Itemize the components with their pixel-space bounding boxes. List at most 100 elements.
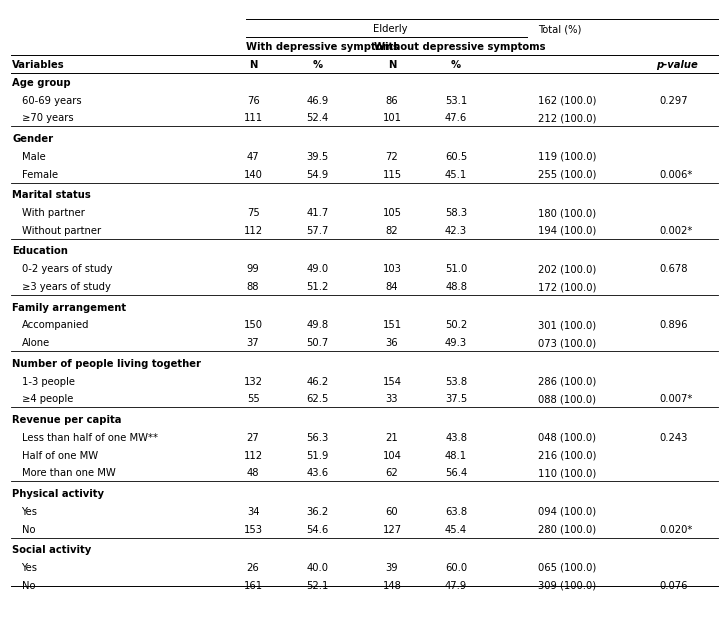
Text: 36.2: 36.2 [306, 507, 329, 517]
Text: 162 (100.0): 162 (100.0) [538, 96, 596, 106]
Text: 62: 62 [385, 468, 398, 478]
Text: 140: 140 [244, 170, 262, 180]
Text: 62.5: 62.5 [306, 394, 329, 404]
Text: 37: 37 [246, 338, 260, 348]
Text: %: % [312, 60, 322, 70]
Text: 72: 72 [385, 152, 398, 162]
Text: Social activity: Social activity [12, 545, 92, 555]
Text: Total (%): Total (%) [538, 24, 582, 35]
Text: 073 (100.0): 073 (100.0) [538, 338, 596, 348]
Text: 127: 127 [382, 524, 401, 534]
Text: 53.8: 53.8 [445, 376, 467, 387]
Text: 43.8: 43.8 [445, 433, 467, 443]
Text: 065 (100.0): 065 (100.0) [538, 563, 596, 573]
Text: 49.3: 49.3 [445, 338, 467, 348]
Text: Age group: Age group [12, 78, 71, 88]
Text: 48: 48 [247, 468, 260, 478]
Text: 0.076: 0.076 [659, 581, 688, 591]
Text: Marital status: Marital status [12, 190, 91, 200]
Text: 0.678: 0.678 [659, 264, 688, 274]
Text: 41.7: 41.7 [306, 208, 329, 218]
Text: 104: 104 [382, 450, 401, 461]
Text: 21: 21 [385, 433, 398, 443]
Text: Revenue per capita: Revenue per capita [12, 415, 121, 425]
Text: 47.9: 47.9 [445, 581, 467, 591]
Text: 56.4: 56.4 [445, 468, 467, 478]
Text: 50.7: 50.7 [306, 338, 329, 348]
Text: With depressive symptoms: With depressive symptoms [246, 42, 399, 52]
Text: 154: 154 [382, 376, 401, 387]
Text: No: No [22, 581, 35, 591]
Text: Without partner: Without partner [22, 226, 100, 236]
Text: 194 (100.0): 194 (100.0) [538, 226, 596, 236]
Text: 60: 60 [386, 507, 398, 517]
Text: No: No [22, 524, 35, 534]
Text: p-value: p-value [656, 60, 697, 70]
Text: 0.297: 0.297 [659, 96, 688, 106]
Text: 105: 105 [382, 208, 401, 218]
Text: ≥70 years: ≥70 years [22, 114, 73, 123]
Text: Yes: Yes [22, 563, 38, 573]
Text: ≥4 people: ≥4 people [22, 394, 73, 404]
Text: 52.1: 52.1 [306, 581, 329, 591]
Text: 47.6: 47.6 [445, 114, 467, 123]
Text: 0.007*: 0.007* [659, 394, 693, 404]
Text: 75: 75 [246, 208, 260, 218]
Text: 115: 115 [382, 170, 401, 180]
Text: 153: 153 [244, 524, 262, 534]
Text: 53.1: 53.1 [445, 96, 467, 106]
Text: 54.6: 54.6 [306, 524, 329, 534]
Text: 51.0: 51.0 [445, 264, 467, 274]
Text: 301 (100.0): 301 (100.0) [538, 320, 596, 330]
Text: Family arrangement: Family arrangement [12, 302, 126, 313]
Text: 55: 55 [246, 394, 260, 404]
Text: Less than half of one MW**: Less than half of one MW** [22, 433, 158, 443]
Text: %: % [451, 60, 461, 70]
Text: 309 (100.0): 309 (100.0) [538, 581, 596, 591]
Text: 280 (100.0): 280 (100.0) [538, 524, 596, 534]
Text: 0.243: 0.243 [659, 433, 688, 443]
Text: 088 (100.0): 088 (100.0) [538, 394, 596, 404]
Text: 255 (100.0): 255 (100.0) [538, 170, 596, 180]
Text: 39.5: 39.5 [306, 152, 329, 162]
Text: 51.9: 51.9 [306, 450, 329, 461]
Text: 1-3 people: 1-3 people [22, 376, 75, 387]
Text: 60-69 years: 60-69 years [22, 96, 81, 106]
Text: 48.8: 48.8 [445, 282, 467, 292]
Text: 286 (100.0): 286 (100.0) [538, 376, 596, 387]
Text: 42.3: 42.3 [445, 226, 467, 236]
Text: 63.8: 63.8 [445, 507, 467, 517]
Text: 54.9: 54.9 [306, 170, 329, 180]
Text: 216 (100.0): 216 (100.0) [538, 450, 596, 461]
Text: Alone: Alone [22, 338, 49, 348]
Text: 88: 88 [247, 282, 260, 292]
Text: ≥3 years of study: ≥3 years of study [22, 282, 111, 292]
Text: 119 (100.0): 119 (100.0) [538, 152, 596, 162]
Text: 0.002*: 0.002* [659, 226, 693, 236]
Text: 60.0: 60.0 [445, 563, 467, 573]
Text: 43.6: 43.6 [306, 468, 329, 478]
Text: 49.0: 49.0 [306, 264, 329, 274]
Text: 172 (100.0): 172 (100.0) [538, 282, 596, 292]
Text: 56.3: 56.3 [306, 433, 329, 443]
Text: 180 (100.0): 180 (100.0) [538, 208, 596, 218]
Text: 51.2: 51.2 [306, 282, 329, 292]
Text: 45.1: 45.1 [445, 170, 467, 180]
Text: Without depressive symptoms: Without depressive symptoms [374, 42, 545, 52]
Text: 111: 111 [244, 114, 262, 123]
Text: 0.006*: 0.006* [659, 170, 693, 180]
Text: 34: 34 [247, 507, 260, 517]
Text: 112: 112 [244, 226, 262, 236]
Text: Yes: Yes [22, 507, 38, 517]
Text: 112: 112 [244, 450, 262, 461]
Text: 37.5: 37.5 [445, 394, 467, 404]
Text: N: N [249, 60, 257, 70]
Text: 0-2 years of study: 0-2 years of study [22, 264, 112, 274]
Text: 57.7: 57.7 [306, 226, 329, 236]
Text: 27: 27 [246, 433, 260, 443]
Text: 148: 148 [382, 581, 401, 591]
Text: Variables: Variables [12, 60, 65, 70]
Text: 0.896: 0.896 [659, 320, 688, 330]
Text: 76: 76 [246, 96, 260, 106]
Text: 33: 33 [386, 394, 398, 404]
